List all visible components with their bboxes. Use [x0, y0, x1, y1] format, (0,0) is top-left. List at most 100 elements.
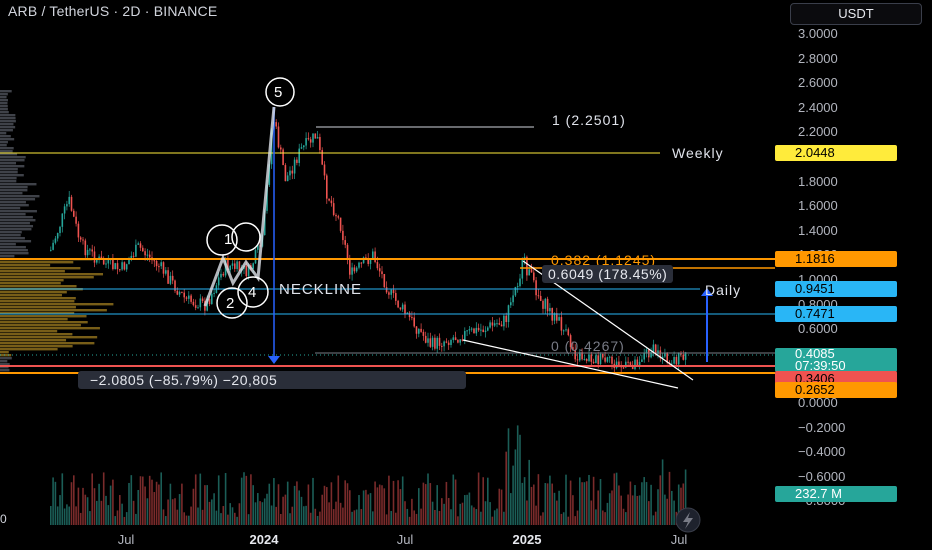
volume-bar — [266, 493, 268, 525]
weekly-price-tag[interactable]: 2.0448 — [775, 145, 897, 161]
volume-bar — [121, 503, 123, 525]
candle-body — [174, 280, 176, 291]
volume-bar — [475, 509, 478, 525]
candle-body — [178, 291, 181, 295]
wave-1-circle[interactable] — [206, 224, 238, 256]
volume-bar — [66, 504, 68, 525]
volume-bar — [638, 495, 641, 525]
wave-2-circle[interactable] — [216, 287, 248, 319]
volume-bar — [514, 449, 517, 525]
symbol-title[interactable]: ARB / TetherUS · 2D · BINANCE — [8, 3, 218, 19]
profile-bar — [0, 150, 13, 153]
candle-body — [659, 350, 662, 359]
wave-4-circle[interactable] — [237, 276, 269, 308]
volume-bar — [146, 498, 149, 525]
profile-bar — [0, 285, 77, 288]
volume-bar — [130, 475, 133, 525]
price-tick: 1.8000 — [798, 173, 838, 189]
profile-bar — [0, 108, 8, 111]
candle-body — [461, 339, 464, 341]
volume-bar — [512, 465, 514, 525]
wave-2-label: 2 — [226, 295, 235, 312]
volume-bar — [326, 487, 328, 525]
candle-body — [625, 361, 627, 368]
volume-bar — [498, 488, 501, 525]
fib-1-label: 1 (2.2501) — [552, 112, 626, 128]
volume-bar — [576, 510, 579, 525]
volume-bar — [160, 472, 162, 525]
candle-body — [337, 216, 340, 218]
candle-body — [181, 291, 183, 293]
profile-bar — [0, 201, 26, 204]
candle-body — [52, 242, 54, 250]
volume-bar — [119, 495, 121, 525]
candle-body — [123, 262, 126, 270]
profile-bar — [0, 216, 33, 219]
candle-body — [73, 210, 75, 217]
volume-bar — [574, 516, 576, 525]
candle-body — [280, 147, 282, 150]
volume-bar — [422, 482, 425, 525]
orange-price-tag[interactable]: 1.1816 — [775, 251, 897, 267]
daily-price-tag[interactable]: 0.9451 — [775, 281, 897, 297]
volume-tag[interactable]: 232.7 M — [775, 486, 897, 502]
volume-bar — [604, 512, 606, 525]
volume-bar — [257, 493, 259, 525]
volume-bar — [342, 507, 344, 525]
volume-bar — [484, 501, 487, 525]
candle-body — [206, 299, 208, 311]
candle-body — [661, 356, 664, 359]
volume-bar — [381, 485, 383, 525]
candle-body — [475, 327, 478, 334]
candle-body — [372, 251, 374, 259]
time-tick: 2025 — [512, 532, 542, 547]
candle-body — [96, 259, 98, 263]
volume-bar — [328, 502, 330, 525]
candle-body — [146, 254, 149, 256]
volume-bar — [418, 488, 420, 525]
candle-body — [238, 261, 241, 271]
candle-body — [526, 256, 528, 276]
wave-3-circle[interactable] — [231, 222, 261, 252]
elliott-wave-path[interactable] — [203, 106, 276, 307]
candle-body — [121, 262, 123, 270]
volume-bar — [86, 497, 89, 525]
volume-bar — [84, 494, 87, 525]
neckline-label: NECKLINE — [279, 281, 363, 298]
currency-button[interactable]: USDT — [790, 3, 922, 25]
measure-up-box[interactable]: 0.6049 (178.45%) — [542, 265, 674, 283]
time-tick: 2024 — [249, 532, 279, 547]
profile-bar — [0, 117, 16, 120]
candle-body — [408, 312, 411, 318]
candle-body — [360, 262, 363, 264]
candle-body — [390, 289, 392, 295]
orange-low-price-tag[interactable]: 0.2652 — [775, 382, 897, 398]
wedge-lower-line[interactable] — [462, 339, 679, 389]
volume-bar — [470, 505, 473, 525]
candle-body — [77, 223, 80, 238]
candle-body — [652, 344, 655, 353]
candle-body — [50, 249, 52, 251]
volume-bar — [75, 506, 77, 525]
profile-bar — [0, 171, 18, 174]
profile-bar — [0, 357, 12, 360]
candle-body — [286, 175, 289, 182]
volume-bar — [404, 501, 406, 525]
candle-body — [296, 159, 298, 163]
volume-bar — [434, 509, 436, 525]
price-tick: −0.4000 — [798, 444, 846, 460]
volume-bar — [627, 494, 629, 525]
volume-bar — [307, 484, 310, 525]
candle-body — [155, 260, 158, 267]
volume-bar — [355, 509, 358, 525]
measure-down-box[interactable]: −2.0805 (−85.79%) −20,805 — [78, 371, 466, 389]
wave-5-circle[interactable] — [265, 77, 295, 107]
last-price-tag[interactable]: 0.4085 07:39:50 — [775, 347, 897, 372]
level-0747-price-tag[interactable]: 0.7471 — [775, 306, 897, 322]
candle-body — [516, 286, 519, 288]
profile-bar — [0, 162, 17, 165]
volume-bar — [358, 495, 360, 525]
candle-body — [289, 170, 291, 176]
